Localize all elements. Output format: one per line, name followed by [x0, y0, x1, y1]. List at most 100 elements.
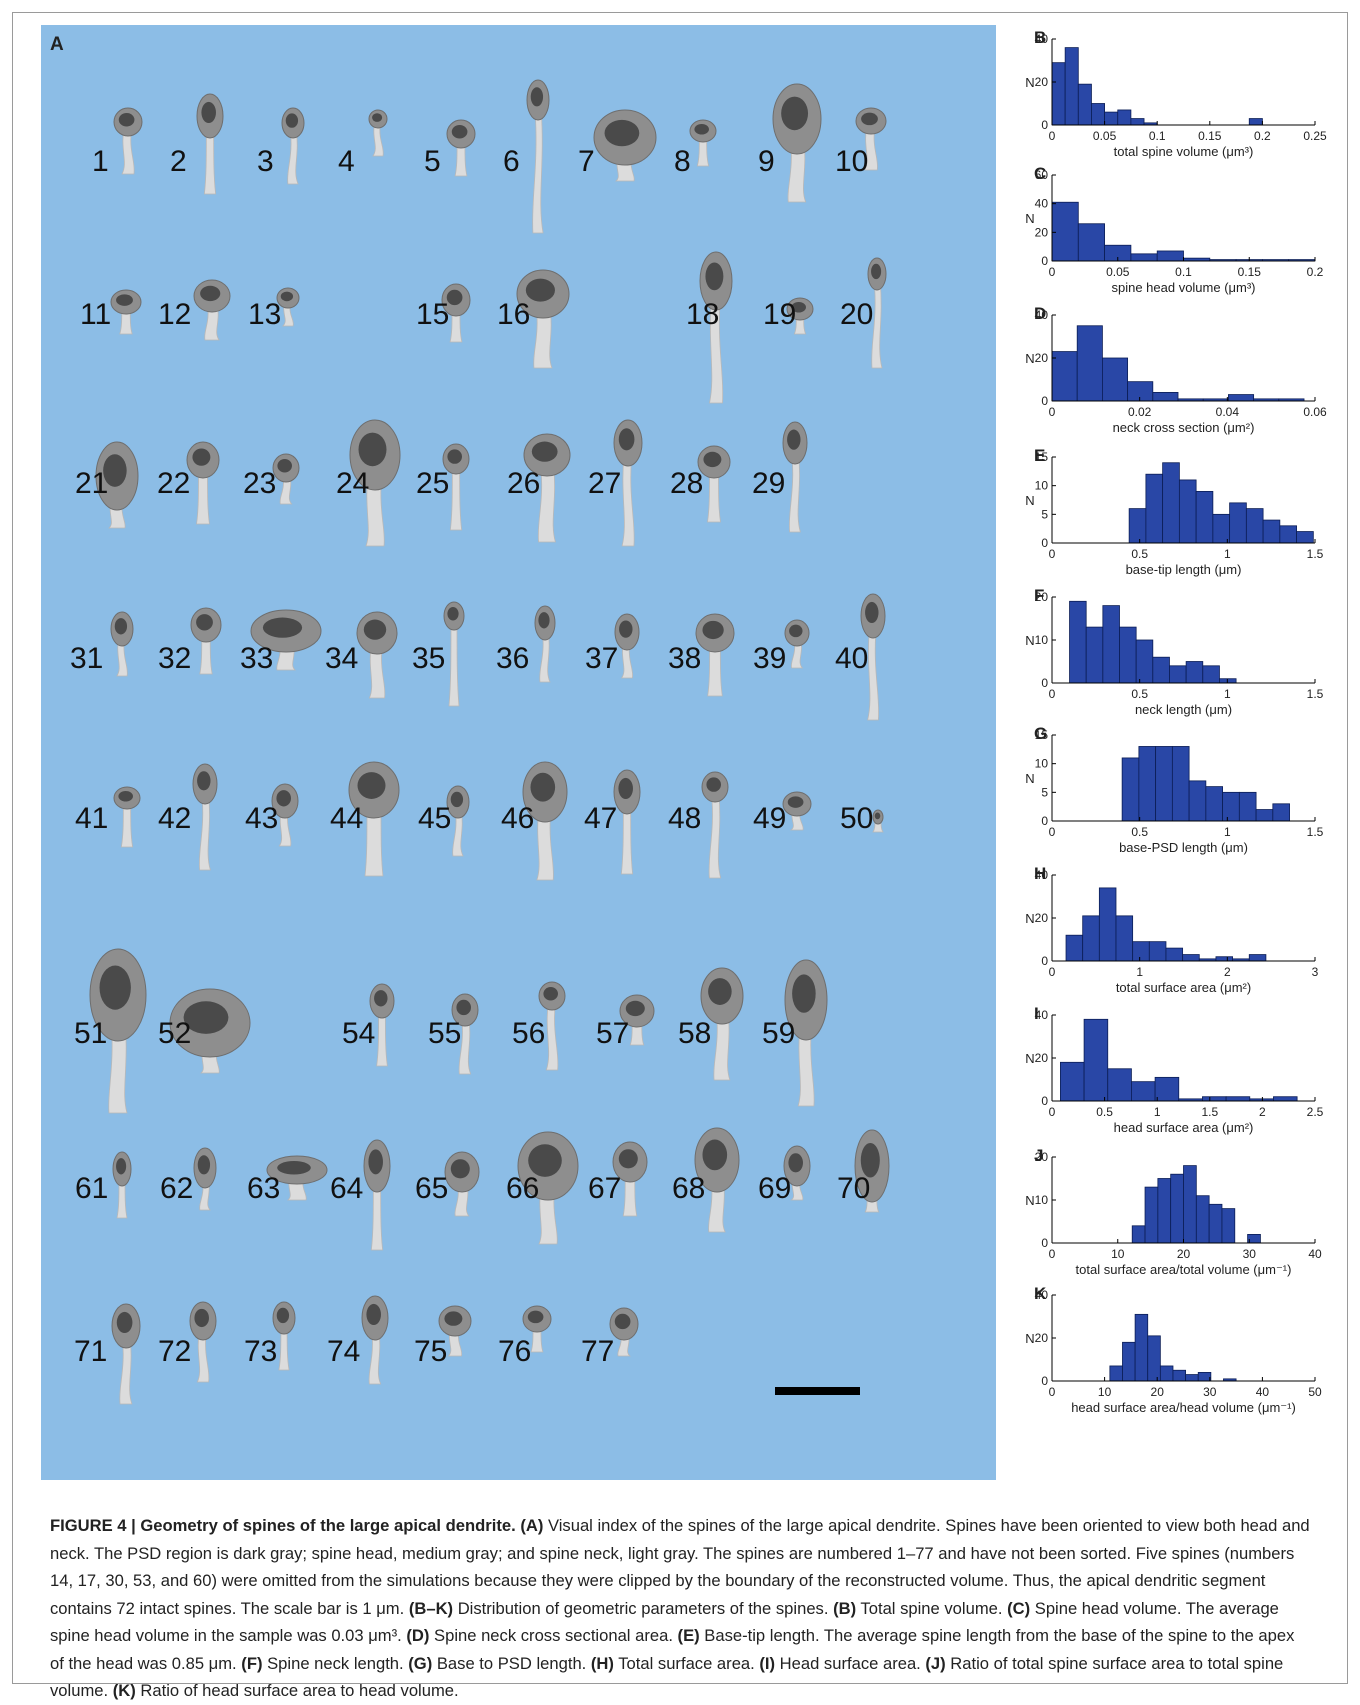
- bar-f-4: [1135, 639, 1154, 684]
- y-tick-label-e-3: 15: [1035, 450, 1049, 464]
- x-tick-label-f-1: 0.5: [1131, 687, 1148, 701]
- spine-label-35: 35: [412, 642, 446, 675]
- x-tick-label-e-3: 1.5: [1307, 547, 1324, 561]
- caption-a-label: (A): [520, 1516, 544, 1535]
- y-tick-label-k-2: 40: [1035, 1288, 1049, 1302]
- spine-label-49: 49: [753, 802, 787, 835]
- y-tick-label-g-1: 5: [1041, 785, 1048, 799]
- spine-4: [368, 108, 388, 157]
- bar-f-6: [1169, 665, 1187, 684]
- spine-label-76: 76: [498, 1335, 532, 1368]
- y-tick-label-g-0: 0: [1041, 814, 1048, 828]
- spine-label-41: 41: [75, 802, 109, 835]
- y-tick-label-i-2: 40: [1035, 1008, 1049, 1022]
- bar-e-5: [1212, 513, 1231, 544]
- y-tick-label-c-0: 0: [1041, 254, 1048, 268]
- x-tick-label-h-1: 1: [1136, 965, 1143, 979]
- bar-d-7: [1228, 394, 1255, 402]
- spine-41: [113, 785, 141, 848]
- spine-label-65: 65: [415, 1172, 449, 1205]
- x-tick-label-i-2: 1: [1154, 1105, 1161, 1119]
- spine-10: [855, 106, 887, 171]
- spine-label-61: 61: [75, 1172, 109, 1205]
- spine-label-34: 34: [325, 642, 359, 675]
- figure-frame: [12, 12, 1348, 1684]
- x-tick-label-k-4: 40: [1256, 1385, 1270, 1399]
- spine-label-50: 50: [840, 802, 874, 835]
- spine-label-59: 59: [762, 1017, 796, 1050]
- bar-j-0: [1131, 1225, 1146, 1244]
- bar-g-6: [1222, 791, 1240, 822]
- spine-label-70: 70: [837, 1172, 871, 1205]
- bar-d-3: [1127, 381, 1154, 402]
- spine-label-57: 57: [596, 1017, 630, 1050]
- spine-71: [111, 1302, 141, 1405]
- spine-64: [363, 1138, 391, 1251]
- y-tick-label-d-1: 20: [1035, 351, 1049, 365]
- spine-47: [613, 768, 641, 875]
- spine-2: [196, 92, 224, 195]
- bar-b-6: [1130, 118, 1145, 126]
- caption-g-text: Base to PSD length.: [432, 1653, 591, 1673]
- x-axis-label-e: base-tip length (μm): [1126, 562, 1242, 577]
- spine-label-69: 69: [758, 1172, 792, 1205]
- y-axis-label-e: N: [1025, 493, 1034, 508]
- spine-20: [867, 256, 887, 369]
- bar-g-0: [1121, 757, 1140, 822]
- y-tick-label-b-1: 20: [1035, 75, 1049, 89]
- spine-37: [614, 612, 640, 679]
- spine-index-panel: [41, 25, 996, 1480]
- bar-f-3: [1119, 626, 1137, 684]
- spine-label-5: 5: [424, 145, 441, 178]
- x-tick-label-k-0: 0: [1049, 1385, 1056, 1399]
- panel-label-k: K: [1034, 1284, 1047, 1303]
- x-tick-label-j-4: 40: [1308, 1247, 1322, 1261]
- spine-26: [523, 432, 571, 543]
- spine-67: [612, 1140, 648, 1217]
- spine-13: [276, 286, 300, 327]
- spine-76: [522, 1304, 552, 1353]
- spine-62: [193, 1146, 217, 1211]
- spine-label-22: 22: [157, 467, 191, 500]
- spine-77: [609, 1306, 639, 1357]
- bar-h-0: [1065, 934, 1084, 962]
- spine-57: [619, 993, 655, 1046]
- bar-i-1: [1083, 1018, 1109, 1102]
- bar-i-2: [1107, 1068, 1132, 1102]
- x-tick-label-i-1: 0.5: [1096, 1105, 1113, 1119]
- y-axis-label-i: N: [1025, 1051, 1034, 1066]
- x-axis-label-b: total spine volume (μm³): [1114, 144, 1254, 159]
- spine-label-74: 74: [327, 1335, 361, 1368]
- caption-e-label: (E): [677, 1626, 700, 1645]
- spine-label-1: 1: [92, 145, 109, 178]
- spine-48: [701, 770, 729, 879]
- caption-b-text: Total spine volume.: [856, 1598, 1008, 1618]
- spine-43: [271, 782, 299, 847]
- spine-label-77: 77: [581, 1335, 615, 1368]
- spine-label-55: 55: [428, 1017, 462, 1050]
- y-tick-label-e-1: 5: [1041, 507, 1048, 521]
- spine-32: [190, 606, 222, 675]
- spine-label-46: 46: [501, 802, 535, 835]
- x-tick-label-c-2: 0.1: [1175, 265, 1192, 279]
- caption-bk-text: Distribution of geometric parameters of …: [453, 1598, 834, 1618]
- spine-label-51: 51: [74, 1017, 108, 1050]
- spine-label-19: 19: [763, 298, 797, 331]
- y-tick-label-d-0: 0: [1041, 394, 1048, 408]
- spine-39: [784, 618, 810, 669]
- bar-b-4: [1104, 111, 1119, 126]
- spine-label-12: 12: [158, 298, 192, 331]
- panel-label-f: F: [1034, 586, 1044, 605]
- spine-16: [516, 268, 570, 369]
- bar-c-3: [1130, 253, 1158, 262]
- y-axis-label-h: N: [1025, 911, 1034, 926]
- spine-42: [192, 762, 218, 871]
- spine-label-24: 24: [336, 467, 370, 500]
- caption-j-text: Ratio of total spine surface area to tot…: [50, 1653, 1284, 1701]
- spine-label-67: 67: [588, 1172, 622, 1205]
- spine-label-47: 47: [584, 802, 618, 835]
- y-tick-label-b-2: 40: [1035, 32, 1049, 46]
- spine-label-71: 71: [74, 1335, 108, 1368]
- x-tick-label-c-1: 0.05: [1106, 265, 1130, 279]
- spine-label-54: 54: [342, 1017, 376, 1050]
